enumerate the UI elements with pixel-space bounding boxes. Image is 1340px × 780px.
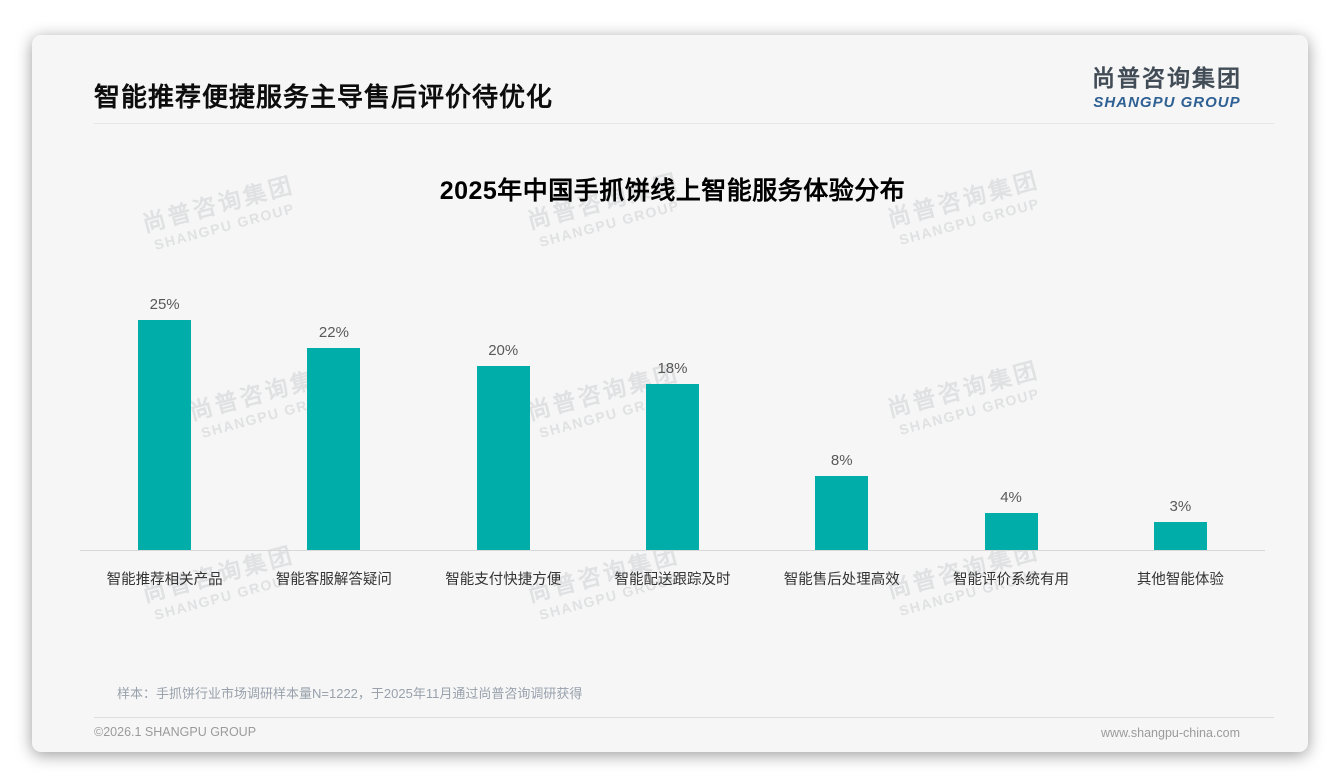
footer-divider <box>94 717 1274 718</box>
category-label: 智能售后处理高效 <box>783 572 900 588</box>
bar <box>984 513 1038 550</box>
bar-column: 3% <box>1096 498 1265 550</box>
chart-title: 2025年中国手抓饼线上智能服务体验分布 <box>439 177 906 205</box>
bar-column: 4% <box>926 489 1095 550</box>
bar-column: 18% <box>588 360 757 550</box>
category-label: 智能评价系统有用 <box>953 572 1070 588</box>
bar-column: 25% <box>80 296 249 550</box>
category-label: 智能推荐相关产品 <box>106 572 223 588</box>
category-axis-labels: 智能推荐相关产品 智能客服解答疑问 智能支付快捷方便 智能配送跟踪及时 智能售后处理高效… <box>80 568 1265 589</box>
category-label: 智能支付快捷方便 <box>445 572 562 588</box>
page-title: 智能推荐便捷服务主导售后评价待优化 <box>94 82 554 112</box>
bar-column: 20% <box>419 342 588 550</box>
bar-value-label: 4% <box>1000 489 1022 507</box>
bar <box>815 476 869 550</box>
bar-column: 8% <box>757 452 926 550</box>
company-logo: 尚普咨询集团 SHANGPU GROUP <box>1092 59 1242 111</box>
bar-column: 22% <box>249 324 418 550</box>
slide-card: 尚普咨询集团 SHANGPU GROUP 尚普咨询集团 SHANGPU GROUP 尚普… <box>32 35 1308 752</box>
category-label: 其他智能体验 <box>1136 572 1224 588</box>
bar-value-label: 3% <box>1169 498 1192 516</box>
bar-chart-plot: 25% 22% 20% 18% 8% 4% 3% <box>80 285 1265 551</box>
bar <box>307 347 361 550</box>
logo-chinese-text: 尚普咨询集团 <box>1092 65 1242 91</box>
website-text: www.shangpu-china.com <box>1101 726 1240 740</box>
header-divider <box>94 123 1274 124</box>
sample-note: 样本：手抓饼行业市场调研样本量N=1222，于2025年11月通过尚普咨询调研获… <box>117 686 583 701</box>
bar-value-label: 18% <box>657 360 688 378</box>
bar-value-label: 8% <box>830 452 853 470</box>
category-label: 智能配送跟踪及时 <box>614 572 731 588</box>
bar <box>645 384 699 550</box>
bar <box>476 366 530 550</box>
category-label: 智能客服解答疑问 <box>275 572 392 588</box>
bar-value-label: 20% <box>488 342 519 359</box>
copyright-text: ©2026.1 SHANGPU GROUP <box>94 725 257 739</box>
bar <box>138 320 192 550</box>
logo-english-text: SHANGPU GROUP <box>1093 94 1241 111</box>
bar-value-label: 25% <box>149 296 180 313</box>
bar <box>1153 522 1207 550</box>
bar-value-label: 22% <box>318 323 349 341</box>
